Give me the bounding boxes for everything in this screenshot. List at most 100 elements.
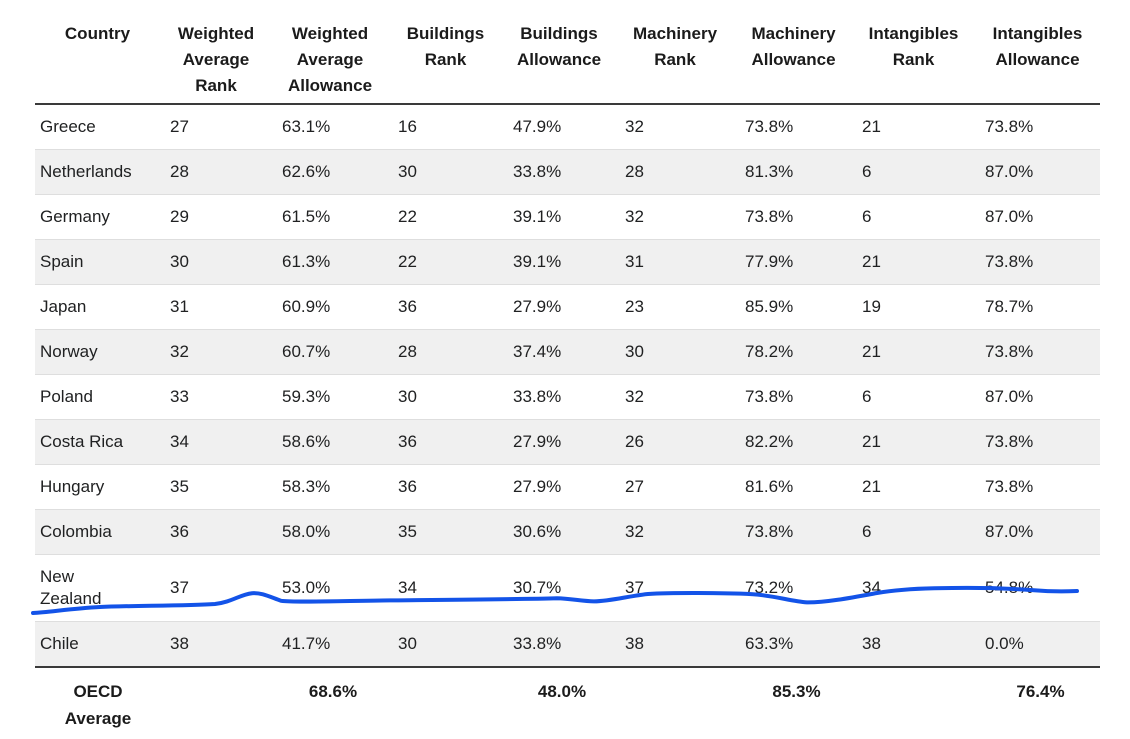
value-cell: 6	[852, 374, 975, 420]
footer-value-cell	[388, 666, 503, 738]
value-cell: 81.3%	[735, 149, 852, 195]
value-cell: 77.9%	[735, 239, 852, 285]
value-cell: 30	[160, 239, 272, 285]
header-row: Country Weighted Average Rank Weighted Ave…	[35, 0, 1100, 105]
value-cell: 34	[388, 554, 503, 622]
country-cell: Japan	[35, 284, 160, 330]
value-cell: 19	[852, 284, 975, 330]
value-cell: 39.1%	[503, 239, 615, 285]
value-cell: 63.1%	[272, 103, 388, 150]
column-header: Machinery Allowance	[735, 0, 852, 105]
footer-label-cell: OECD Average	[35, 666, 160, 738]
value-cell: 31	[615, 239, 735, 285]
value-cell: 32	[615, 194, 735, 240]
column-header: Buildings Rank	[388, 0, 503, 105]
value-cell: 35	[160, 464, 272, 510]
value-cell: 63.3%	[735, 621, 852, 667]
value-cell: 23	[615, 284, 735, 330]
value-cell: 21	[852, 419, 975, 465]
country-cell: New Zealand	[35, 554, 160, 622]
footer-label: OECD Average	[64, 682, 132, 728]
footer-value-cell: 85.3%	[735, 666, 852, 738]
value-cell: 6	[852, 149, 975, 195]
value-cell: 73.8%	[975, 419, 1100, 465]
value-cell: 35	[388, 509, 503, 555]
value-cell: 26	[615, 419, 735, 465]
value-cell: 37	[160, 554, 272, 622]
country-label: Costa Rica	[40, 432, 124, 451]
country-label: Netherlands	[40, 162, 132, 181]
value-cell: 38	[160, 621, 272, 667]
value-cell: 32	[615, 374, 735, 420]
value-cell: 29	[160, 194, 272, 240]
value-cell: 21	[852, 239, 975, 285]
country-label: Hungary	[40, 477, 105, 496]
value-cell: 38	[852, 621, 975, 667]
value-cell: 22	[388, 239, 503, 285]
column-header: Country	[35, 0, 160, 105]
allowances-table: Country Weighted Average Rank Weighted Ave…	[35, 0, 1100, 738]
value-cell: 30	[388, 621, 503, 667]
value-cell: 87.0%	[975, 149, 1100, 195]
value-cell: 28	[388, 329, 503, 375]
country-label: New Zealand	[40, 567, 102, 608]
value-cell: 38	[615, 621, 735, 667]
table-row: Colombia 36 58.0% 35 30.6% 32 73.8% 6 87.0%	[35, 509, 1100, 555]
country-cell: Colombia	[35, 509, 160, 555]
column-header: Buildings Allowance	[503, 0, 615, 105]
column-header: Intangibles Rank	[852, 0, 975, 105]
value-cell: 73.8%	[735, 509, 852, 555]
country-cell: Poland	[35, 374, 160, 420]
value-cell: 30	[615, 329, 735, 375]
country-label: Japan	[40, 297, 87, 316]
value-cell: 30.6%	[503, 509, 615, 555]
value-cell: 87.0%	[975, 509, 1100, 555]
value-cell: 6	[852, 509, 975, 555]
value-cell: 54.8%	[975, 554, 1100, 622]
footer-value-cell	[160, 666, 272, 738]
country-label: Norway	[40, 342, 98, 361]
value-cell: 21	[852, 329, 975, 375]
value-cell: 87.0%	[975, 194, 1100, 240]
value-cell: 87.0%	[975, 374, 1100, 420]
country-label: Colombia	[40, 522, 112, 541]
value-cell: 30	[388, 374, 503, 420]
country-cell: Chile	[35, 621, 160, 667]
table-row: Hungary 35 58.3% 36 27.9% 27 81.6% 21 73.8%	[35, 464, 1100, 510]
value-cell: 60.7%	[272, 329, 388, 375]
table-body: Greece 27 63.1% 16 47.9% 32 73.8% 21 73.8% Nether…	[35, 103, 1100, 667]
value-cell: 59.3%	[272, 374, 388, 420]
value-cell: 28	[160, 149, 272, 195]
table-row: Netherlands 28 62.6% 30 33.8% 28 81.3% 6 87.0%	[35, 149, 1100, 195]
value-cell: 28	[615, 149, 735, 195]
value-cell: 73.2%	[735, 554, 852, 622]
value-cell: 6	[852, 194, 975, 240]
footer-value-cell	[852, 666, 975, 738]
value-cell: 32	[615, 509, 735, 555]
column-header: Weighted Average Rank	[160, 0, 272, 105]
value-cell: 73.8%	[975, 329, 1100, 375]
value-cell: 53.0%	[272, 554, 388, 622]
table-row: Greece 27 63.1% 16 47.9% 32 73.8% 21 73.8%	[35, 103, 1100, 150]
value-cell: 36	[388, 419, 503, 465]
value-cell: 73.8%	[735, 103, 852, 150]
value-cell: 27	[160, 103, 272, 150]
value-cell: 41.7%	[272, 621, 388, 667]
country-cell: Greece	[35, 103, 160, 150]
value-cell: 32	[160, 329, 272, 375]
value-cell: 27	[615, 464, 735, 510]
table-row: Chile 38 41.7% 30 33.8% 38 63.3% 38 0.0%	[35, 621, 1100, 667]
value-cell: 37	[615, 554, 735, 622]
value-cell: 33.8%	[503, 149, 615, 195]
value-cell: 36	[388, 284, 503, 330]
footer-value-cell: 76.4%	[975, 666, 1100, 738]
country-label: Chile	[40, 634, 79, 653]
value-cell: 78.7%	[975, 284, 1100, 330]
table-row: Poland 33 59.3% 30 33.8% 32 73.8% 6 87.0%	[35, 374, 1100, 420]
value-cell: 58.3%	[272, 464, 388, 510]
value-cell: 61.3%	[272, 239, 388, 285]
value-cell: 33	[160, 374, 272, 420]
value-cell: 81.6%	[735, 464, 852, 510]
value-cell: 37.4%	[503, 329, 615, 375]
